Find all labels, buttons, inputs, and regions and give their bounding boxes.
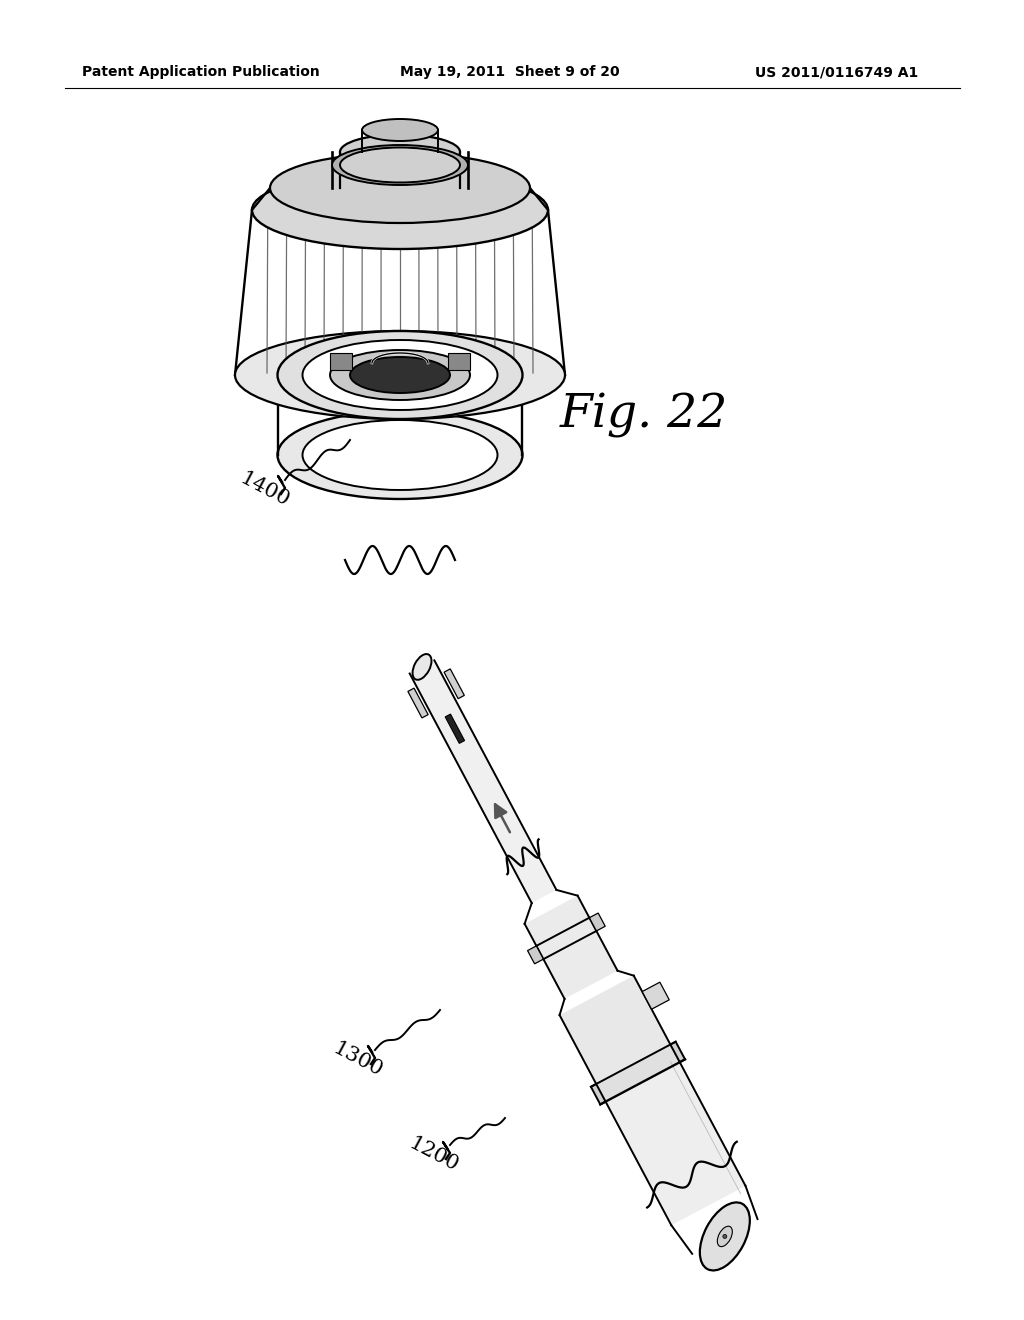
Polygon shape — [445, 714, 465, 743]
Ellipse shape — [340, 135, 460, 169]
Polygon shape — [408, 688, 428, 718]
Polygon shape — [449, 352, 470, 370]
Ellipse shape — [278, 411, 522, 499]
Text: May 19, 2011  Sheet 9 of 20: May 19, 2011 Sheet 9 of 20 — [400, 65, 620, 79]
Text: 1200: 1200 — [406, 1134, 462, 1176]
Polygon shape — [330, 352, 352, 370]
Ellipse shape — [278, 331, 522, 418]
Ellipse shape — [362, 119, 438, 141]
Polygon shape — [524, 896, 617, 999]
Polygon shape — [671, 1041, 685, 1063]
Polygon shape — [410, 660, 556, 903]
Ellipse shape — [718, 1226, 732, 1246]
Ellipse shape — [330, 350, 470, 400]
Text: Patent Application Publication: Patent Application Publication — [82, 65, 319, 79]
Polygon shape — [559, 975, 671, 1084]
Ellipse shape — [302, 341, 498, 411]
Ellipse shape — [234, 331, 565, 418]
Text: Fig. 22: Fig. 22 — [560, 392, 728, 438]
Polygon shape — [590, 913, 605, 931]
Text: 1300: 1300 — [330, 1039, 386, 1081]
Ellipse shape — [252, 172, 548, 249]
Ellipse shape — [270, 153, 530, 223]
Polygon shape — [527, 946, 544, 964]
Polygon shape — [605, 1063, 745, 1225]
Ellipse shape — [699, 1203, 750, 1270]
Ellipse shape — [340, 148, 460, 182]
Ellipse shape — [302, 420, 498, 490]
Polygon shape — [591, 1084, 605, 1105]
Text: US 2011/0116749 A1: US 2011/0116749 A1 — [755, 65, 919, 79]
Polygon shape — [591, 1041, 685, 1105]
Ellipse shape — [723, 1234, 727, 1238]
Ellipse shape — [413, 653, 431, 680]
Polygon shape — [642, 982, 670, 1010]
Ellipse shape — [350, 356, 450, 393]
Text: 1400: 1400 — [237, 469, 293, 511]
Polygon shape — [444, 669, 464, 698]
Ellipse shape — [332, 145, 468, 185]
